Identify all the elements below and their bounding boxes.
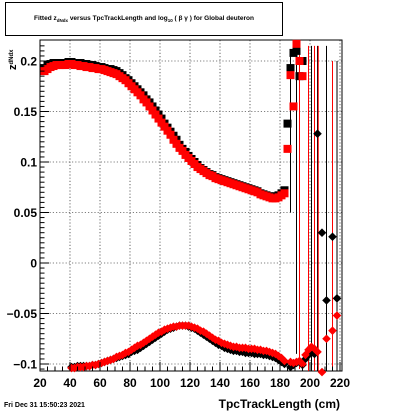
data-point-square (172, 139, 181, 148)
data-point-diamond (328, 326, 337, 335)
x-tick-label: 180 (270, 376, 290, 390)
data-point-diamond (301, 350, 310, 360)
title-suffix: for Global deuteron (193, 15, 254, 22)
title-box: Fitted zdNdx versus TpcTrackLength and l… (5, 2, 283, 36)
title-middle: versus TpcTrackLength and log (69, 15, 168, 22)
x-tick-label: 220 (330, 376, 350, 390)
data-point-diamond (109, 354, 118, 364)
y-tick-label: 0 (30, 257, 37, 271)
data-point-square (163, 126, 172, 135)
data-point-square (145, 102, 154, 111)
data-point-square (295, 57, 304, 65)
data-point-square (178, 146, 187, 155)
data-point-square (283, 144, 292, 153)
data-point-diamond (307, 342, 316, 352)
data-point-diamond (199, 327, 208, 336)
y-tick-label: −0.05 (7, 307, 38, 321)
y-axis-label-main: z (7, 64, 19, 70)
data-point-diamond (313, 347, 322, 357)
chart-title: Fitted zdNdx versus TpcTrackLength and l… (34, 15, 254, 23)
x-axis-label: TpcTrackLength (cm) (218, 397, 340, 411)
data-point-diamond (332, 294, 342, 303)
data-point-square (166, 130, 175, 139)
data-point-diamond (332, 311, 342, 320)
data-point-square (151, 110, 160, 119)
data-point-diamond (322, 334, 331, 344)
data-point-diamond (118, 350, 127, 360)
data-point-diamond (317, 367, 327, 377)
data-point-square (292, 46, 301, 55)
data-point-square (286, 64, 295, 73)
data-point-square (298, 72, 307, 81)
data-point-diamond (208, 333, 217, 343)
y-axis-label-sub: dNdx (9, 49, 15, 65)
title-expression: ( β γ ) (174, 15, 192, 22)
data-point-diamond (317, 228, 327, 237)
data-point-diamond (328, 232, 337, 242)
data-point-square (148, 106, 157, 115)
x-tick-label: 40 (63, 376, 77, 390)
data-point-diamond (148, 332, 157, 342)
x-tick-label: 80 (123, 376, 137, 390)
data-point-diamond (322, 296, 331, 305)
data-point-square (142, 98, 151, 107)
title-prefix: Fitted (33, 15, 52, 22)
data-point-square (283, 119, 292, 128)
y-axis-label: zdNdx (7, 49, 19, 70)
y-tick-label: −0.1 (13, 358, 37, 372)
y-tick-label: 0.05 (14, 206, 38, 220)
data-point-diamond (271, 349, 280, 359)
x-tick-label: 20 (33, 376, 47, 390)
x-tick-label: 100 (150, 376, 170, 390)
data-point-square (160, 122, 169, 131)
data-point-square (154, 114, 163, 123)
data-point-diamond (298, 359, 307, 369)
svg-text:zdNdx: zdNdx (7, 49, 19, 70)
x-tick-label: 120 (180, 376, 200, 390)
data-point-diamond (280, 356, 289, 366)
data-point-square (280, 189, 289, 198)
x-tick-label: 60 (93, 376, 107, 390)
data-point-square (286, 71, 295, 80)
data-point-square (157, 118, 166, 127)
y-tick-label: 0.15 (14, 105, 38, 119)
data-point-square (169, 135, 178, 144)
data-point-diamond (124, 347, 133, 357)
data-point-square (289, 102, 298, 111)
data-point-square (136, 91, 145, 100)
data-point-diamond (214, 336, 223, 346)
error-bars (290, 45, 338, 371)
x-tick-label: 140 (210, 376, 230, 390)
x-tick-label: 160 (240, 376, 260, 390)
data-markers (40, 39, 342, 377)
data-point-square (292, 39, 301, 48)
data-point-diamond (313, 129, 322, 139)
plot-frame (39, 39, 343, 372)
y-tick-label: 0.1 (20, 156, 37, 170)
data-point-diamond (139, 338, 148, 348)
title-z-subscript: dNdx (56, 18, 68, 23)
x-tick-label: 200 (300, 376, 320, 390)
data-point-diamond (193, 324, 202, 333)
title-log-subscript: 10 (167, 18, 173, 23)
axes: 20 40 60 80 100 120 140 160 180 200 220 −0.1 −0.05 0 0… (7, 45, 350, 390)
footer-date: Fri Dec 31 15:50:23 2021 (4, 402, 85, 409)
title-z: z (53, 15, 57, 22)
y-tick-label: 0.2 (20, 55, 37, 69)
